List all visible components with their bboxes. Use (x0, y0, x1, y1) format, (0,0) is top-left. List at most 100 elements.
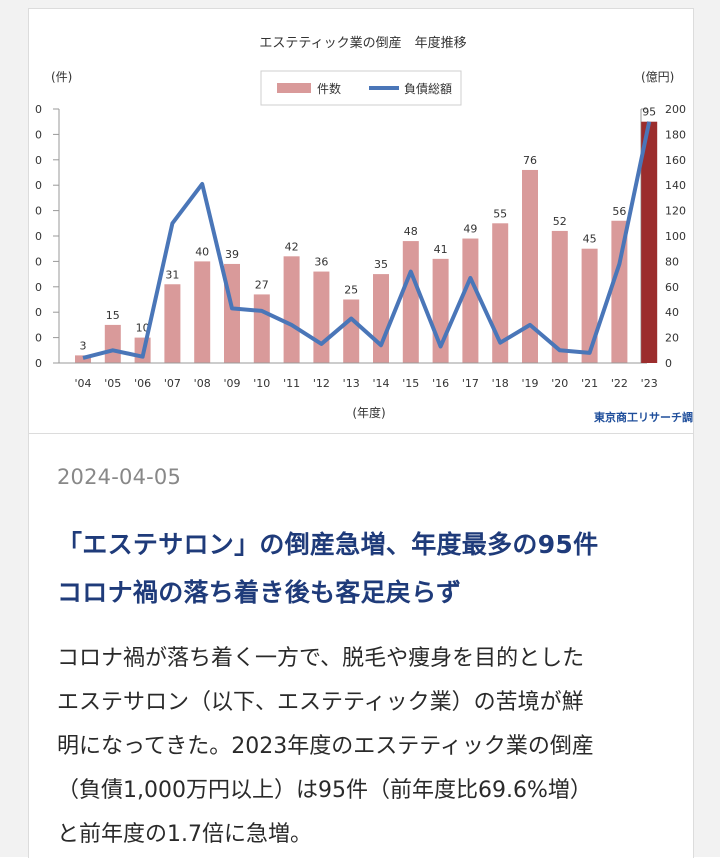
y-right-tick-label: 160 (665, 154, 686, 167)
bar-cases (104, 324, 121, 363)
x-tick-label: '16 (432, 377, 449, 390)
y-left-tick-label: 0 (35, 332, 42, 345)
x-tick-label: '14 (372, 377, 389, 390)
bar-cases (164, 284, 181, 363)
article-headline[interactable]: 「エステサロン」の倒産急増、年度最多の95件 コロナ禍の落ち着き後も客足戻らず (57, 521, 677, 617)
bar-cases (611, 220, 628, 363)
bar-cases (551, 230, 568, 363)
x-tick-label: '23 (641, 377, 658, 390)
y-right-tick-label: 180 (665, 128, 686, 141)
bar-cases (581, 248, 598, 363)
chart-image: エステティック業の倒産 年度推移 (件) (億円) 件数 負債総額 0 0 0 0 0 0… (29, 9, 693, 433)
legend-swatch-cases (277, 83, 311, 93)
bar-value-label: 15 (106, 309, 120, 322)
x-tick-label: '04 (74, 377, 91, 390)
y-right-tick-label: 120 (665, 205, 686, 218)
bar-value-label: 49 (463, 223, 477, 236)
x-tick-label: '13 (343, 377, 360, 390)
bar-cases (522, 169, 538, 363)
x-tick-label: '12 (313, 377, 330, 390)
y-right-tick-label: 140 (665, 179, 686, 192)
summary-line: 明になってきた。2023年度のエステティック業の倒産 (57, 734, 594, 759)
bar-cases (641, 121, 658, 363)
y-left-tick-label: 0 (35, 205, 42, 218)
bar-value-label: 10 (136, 322, 150, 335)
y-right-tick-label: 100 (665, 230, 686, 243)
summary-line: （負債1,000万円以上）は95件（前年度比69.6%増） (57, 778, 592, 803)
y-left-tick-label: 0 (35, 255, 42, 268)
x-tick-label: '17 (462, 377, 479, 390)
y-left-tick-label: 0 (35, 103, 42, 116)
x-tick-label: '15 (402, 377, 419, 390)
x-tick-label: '09 (223, 377, 240, 390)
bar-cases (492, 223, 509, 363)
y-left-tick-label: 0 (35, 306, 42, 319)
y-left-tick-label: 0 (35, 128, 42, 141)
y-left-tick-label: 0 (35, 230, 42, 243)
chart-legend: 件数 負債総額 (260, 70, 462, 106)
y-left-tick-label: 0 (35, 357, 42, 370)
bar-cases (313, 271, 330, 363)
y-left-tick-label: 0 (35, 281, 42, 294)
bar-value-label: 42 (285, 240, 299, 253)
y-right-tick-label: 200 (665, 103, 686, 116)
bankruptcy-chart: エステティック業の倒産 年度推移 (件) (億円) 件数 負債総額 0 0 0 0 0 0… (35, 35, 693, 424)
legend-label-debt: 負債総額 (404, 81, 452, 96)
legend-label-cases: 件数 (317, 81, 341, 96)
x-axis-label: (年度) (352, 405, 385, 420)
bar-value-label: 48 (404, 225, 418, 238)
bar-value-label: 3 (80, 339, 87, 352)
y-right-tick-label: 20 (665, 332, 679, 345)
bar-value-label: 41 (434, 243, 448, 256)
y-left-tick-label: 0 (35, 154, 42, 167)
bar-cases (194, 261, 211, 363)
article-card[interactable]: エステティック業の倒産 年度推移 (件) (億円) 件数 負債総額 0 0 0 0 0 0… (28, 8, 694, 858)
y-right-tick-label: 80 (665, 255, 679, 268)
bar-value-label: 25 (344, 284, 358, 297)
bar-value-label: 76 (523, 154, 537, 167)
line-debt-total (82, 121, 652, 360)
bar-value-label: 31 (165, 268, 179, 281)
y-right-tick-label: 60 (665, 281, 679, 294)
x-tick-label: '11 (283, 377, 300, 390)
bar-value-label: 55 (493, 207, 507, 220)
bar-cases (462, 238, 479, 363)
x-tick-label: '22 (611, 377, 628, 390)
bar-value-label: 95 (642, 106, 656, 119)
y-right-tick-label: 40 (665, 306, 679, 319)
bar-value-label: 52 (553, 215, 567, 228)
bar-value-label: 56 (612, 205, 626, 218)
bar-value-label: 39 (225, 248, 239, 261)
bar-cases (283, 256, 300, 363)
x-tick-label: '06 (134, 377, 151, 390)
y-right-tick-label: 0 (665, 357, 672, 370)
chart-title: エステティック業の倒産 年度推移 (259, 35, 466, 51)
bar-value-label: 36 (314, 256, 328, 269)
x-tick-label: '20 (551, 377, 568, 390)
bar-cases (343, 299, 360, 363)
y-left-tick-label: 0 (35, 179, 42, 192)
x-tick-label: '19 (521, 377, 538, 390)
bar-value-label: 45 (583, 233, 597, 246)
headline-line-2[interactable]: コロナ禍の落ち着き後も客足戻らず (57, 578, 462, 607)
chart-source: 東京商工リサーチ調 (594, 410, 693, 424)
x-tick-label: '08 (194, 377, 211, 390)
bar-cases (253, 294, 270, 363)
article-summary: コロナ禍が落ち着く一方で、脱毛や痩身を目的とした エステサロン（以下、エステティ… (57, 637, 677, 857)
bar-value-label: 40 (195, 245, 209, 258)
bar-value-label: 27 (255, 278, 269, 291)
bar-cases (373, 274, 389, 363)
summary-line: コロナ禍が落ち着く一方で、脱毛や痩身を目的とした (57, 646, 585, 671)
article-date: 2024-04-05 (57, 465, 182, 489)
x-tick-label: '05 (104, 377, 121, 390)
divider (29, 433, 693, 434)
x-tick-label: '21 (581, 377, 598, 390)
bar-cases (75, 355, 91, 363)
headline-line-1[interactable]: 「エステサロン」の倒産急増、年度最多の95件 (57, 530, 599, 559)
x-tick-label: '10 (253, 377, 270, 390)
summary-line: エステサロン（以下、エステティック業）の苦境が鮮 (57, 690, 584, 715)
bar-value-label: 35 (374, 258, 388, 271)
summary-line: と前年度の1.7倍に急増。 (57, 822, 312, 847)
y-right-axis-label: (億円) (641, 70, 674, 84)
